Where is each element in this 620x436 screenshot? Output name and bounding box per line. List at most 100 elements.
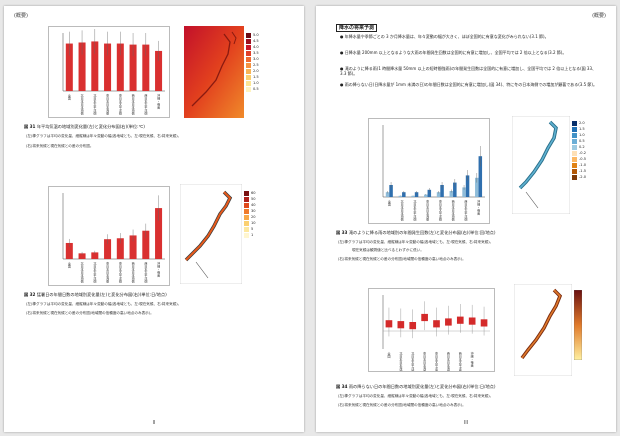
legend-swatch [246,56,251,62]
bar [480,319,488,327]
legend-swatch [246,86,251,92]
legend-swatch [244,214,249,220]
legend-item: -1.0 [572,162,586,168]
bar [65,242,73,259]
legend-item: 4.5 [246,38,259,44]
bar [414,192,419,197]
legend-item: -2.0 [572,174,586,180]
bar [453,182,457,197]
tick-label: 北日本日本海側 [400,199,404,222]
tick-label: 東日本太平洋側 [118,93,122,116]
bar [427,189,432,197]
legend-label: 5 [251,227,254,231]
legend-swatch [246,44,251,50]
bullet-4: ● 雨の降らない日(日降水量が 1mm 未満の日)の年間日数は全国的に有意に増加… [340,82,597,87]
legend-item: 3.5 [246,50,259,56]
bar [424,194,428,197]
legend-item: 1.5 [246,74,259,80]
tick-label: 西日本日本海側 [451,200,455,222]
legend-item: 5.0 [246,32,259,38]
right-page: (概要) 降水の将来予測 ● 年降水量や季節ごとの 3 か月降水量は、年々変動の… [316,6,616,432]
fig31-bar-chart: 全国 北日本日本海側 北日本太平洋側 東日本日本海側 東日本太平洋側 西日本日本海側 西日本… [62,29,165,116]
fig34-caption: 図 34 雨の降らない日の年間日数の地域別変化量(左)と変化分布図(右)(単位:… [336,384,601,389]
legend-swatch [246,74,251,80]
legend-label: 40 [251,203,256,207]
legend-swatch [572,138,577,144]
legend-swatch [244,208,249,214]
legend-swatch [572,156,577,162]
fig32-caption-text: 猛暑日の年間日数の地域別変化量(左)と変化分布図(右)(単位:日/地点) [36,292,167,297]
tick-label: 西日本太平洋側 [144,262,148,284]
bullet-4-text: 雨の降らない日(日降水量が 1mm 未満の日)の年間日数は全国的に有意に増加し(… [344,82,597,87]
bar [91,41,99,91]
legend-item: 1.0 [246,80,259,86]
legend-label: 1.5 [579,127,585,131]
legend-label: 1 [251,233,254,237]
bar [155,208,163,259]
fig33-map [511,115,571,215]
legend-swatch [246,80,251,86]
fig31-map [184,26,244,118]
bar [389,185,393,197]
fig33-note-2: 現在気候は観測値と比べるとわずかに低い。 [352,248,424,252]
legend-swatch [572,144,577,150]
bar [104,43,112,91]
bar [440,185,444,197]
fig33-note-3: (右)将来気候と現在気候との差の分布図(地域間の信頼度の高い地点のみ表示)。 [338,257,466,261]
tick-label: 北日本太平洋側 [93,93,97,116]
legend-label: -0.5 [579,157,587,161]
tick-label: 東日本太平洋側 [435,351,439,371]
fig31-caption: 図 31 年平均気温の地域別変化量(左)と変化分布図(右)(単位:℃) [24,124,289,129]
legend-label: -2.0 [579,175,587,179]
legend-swatch [246,38,251,44]
legend-item: 0.5 [246,86,259,92]
legend-swatch [244,226,249,232]
legend-label: 1.0 [253,81,259,85]
legend-label: 1.5 [253,75,259,79]
bar [78,253,86,259]
fig33-chart: 全国 北日本日本海側 北日本太平洋側 東日本日本海側 東日本太平洋側 西日本日本海側 西日本… [368,118,490,224]
legend-item: 1.0 [572,132,586,138]
bar [91,252,99,259]
legend-swatch [246,62,251,68]
legend-label: 60 [251,191,256,195]
legend-label: 2.0 [579,121,585,125]
fig32-chart: 全国 北日本日本海側 北日本太平洋側 東日本日本海側 東日本太平洋側 西日本日本海側 西日本… [48,186,170,286]
bar [116,238,124,259]
tick-label: 西日本日本海側 [131,94,135,116]
legend-label: 4.5 [253,39,259,43]
fig34-caption-text: 雨の降らない日の年間日数の地域別変化量(左)と変化分布図(右)(単位:日/地点) [348,384,496,389]
legend-label: -0.2 [579,151,587,155]
legend-swatch [572,126,577,132]
fig34-note-1: (左)棒グラフは平均の変化量、細縦線は年々変動の幅(各地域とも、左:現在気候、右… [338,394,494,398]
fig32-map [179,183,243,285]
tick-label: 北日本日本海側 [80,93,84,116]
legend-label: 5.0 [253,33,259,37]
bar [411,195,415,197]
bar [475,177,479,197]
tick-label: 東日本日本海側 [106,93,110,116]
tick-label: 東日本太平洋側 [438,199,442,222]
legend-swatch [572,132,577,138]
fig31-num: 図 31 [24,124,36,129]
legend-label: 50 [251,197,256,201]
bullet-1-text: 年降水量や季節ごとの 3 か月降水量は、年々変動の幅が大きく、ほぼ全国的に有意な… [344,34,549,39]
tick-label: 沖縄・奄美 [477,199,481,216]
legend-label: 30 [251,209,256,213]
legend-label: 20 [251,215,256,219]
bullet-1: ● 年降水量や季節ごとの 3 か月降水量は、年々変動の幅が大きく、ほぼ全国的に有… [340,34,549,39]
bar [402,192,406,197]
legend-item: 5 [244,226,256,232]
bar [397,321,405,329]
left-page: (概要) 全国 北日本日本海側 北日本太平洋側 東日本日本海側 東日本太平洋側 西日本日本… [4,6,304,432]
tick-label: 沖縄・奄美 [470,351,474,368]
fig31-note-2: (右)将来気候と現在気候との差の分布図。 [26,144,94,148]
tick-label: 東日本太平洋側 [118,261,122,284]
fig34-note-2: (右)将来気候と現在気候との差の分布図(地域間の信頼度の高い地点のみ表示)。 [338,403,466,407]
legend-item: -0.2 [572,150,586,156]
legend-item: 1 [244,232,256,238]
bar [436,192,441,197]
bar [421,313,428,322]
fig31-legend: 5.0 4.5 4.0 3.5 3.0 2.5 2.0 1.5 1.0 0.5 [246,32,259,92]
bar [116,43,124,91]
